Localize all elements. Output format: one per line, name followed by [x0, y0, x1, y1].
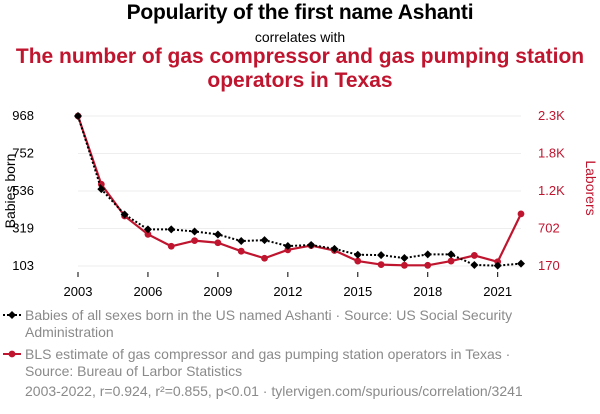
legend-marker-series1 — [8, 311, 16, 319]
x-tick-label: 2006 — [133, 284, 162, 299]
y-left-tick-label: 319 — [12, 221, 34, 236]
series2-point — [144, 230, 152, 238]
y-right-tick-label: 170 — [538, 258, 560, 273]
x-tick-label: 2021 — [483, 284, 512, 299]
x-tick-label: 2018 — [413, 284, 442, 299]
chart-subtitle: correlates with — [254, 29, 346, 45]
series2-point — [517, 210, 525, 218]
y-left-tick-label: 752 — [12, 146, 34, 161]
series2-point — [354, 257, 362, 265]
y-right-axis-title: Laborers — [583, 160, 599, 215]
series1-point — [447, 250, 456, 259]
series1-point — [74, 112, 82, 120]
series2-point — [191, 237, 198, 245]
series2-point — [447, 257, 455, 265]
series1-point — [493, 261, 502, 270]
series2-line — [76, 115, 522, 267]
series1-point — [307, 241, 316, 250]
series2-point — [261, 254, 268, 262]
series1-point — [167, 225, 176, 234]
y-right-tick-label: 1.2K — [538, 183, 565, 198]
series1-point — [120, 210, 129, 219]
chart-title-secondary: The number of gas compressor and gas pum… — [15, 45, 585, 92]
legend-marker-series2 — [8, 350, 16, 358]
x-tick-label: 2012 — [273, 284, 302, 299]
y-right-tick-label: 702 — [538, 221, 560, 236]
x-tick-label: 2015 — [343, 284, 372, 299]
y-left-axis-title: Babies born — [2, 154, 18, 229]
x-tick-label: 2003 — [64, 284, 93, 299]
series2-point — [167, 242, 175, 250]
series1-point — [190, 227, 199, 236]
series1-point — [143, 225, 152, 234]
series1-point — [377, 251, 386, 260]
series2-point — [237, 247, 245, 255]
series1-point — [213, 230, 222, 239]
series1-point — [330, 244, 339, 253]
series1-point — [353, 250, 362, 259]
series1-point — [400, 254, 409, 263]
series2-point — [424, 261, 432, 269]
y-right-tick-label: 2.3K — [538, 108, 565, 123]
series1-point — [283, 242, 292, 251]
series2-point — [377, 261, 385, 268]
series2-point — [214, 239, 222, 247]
series1-point — [237, 237, 246, 246]
y-left-tick-label: 536 — [12, 183, 34, 198]
legend-label-series1: Babies of all sexes born in the US named… — [25, 307, 513, 340]
y-left-tick-label: 103 — [12, 258, 34, 273]
footer-stats: 2003-2022, r=0.924, r²=0.855, p<0.01 · t… — [25, 383, 523, 399]
series2-point — [401, 261, 408, 269]
y-right-tick-label: 1.8K — [538, 146, 565, 161]
series2-point — [470, 252, 478, 259]
series1-point — [423, 250, 432, 259]
legend-label-series2: BLS estimate of gas compressor and gas p… — [25, 346, 511, 379]
series1-point — [97, 185, 106, 194]
series1-point — [517, 259, 525, 268]
y-left-tick-label: 968 — [12, 108, 34, 123]
series1-point — [470, 260, 479, 269]
chart-title: Popularity of the first name Ashanti — [126, 1, 474, 24]
series1-point — [260, 236, 269, 245]
x-tick-label: 2009 — [203, 284, 232, 299]
